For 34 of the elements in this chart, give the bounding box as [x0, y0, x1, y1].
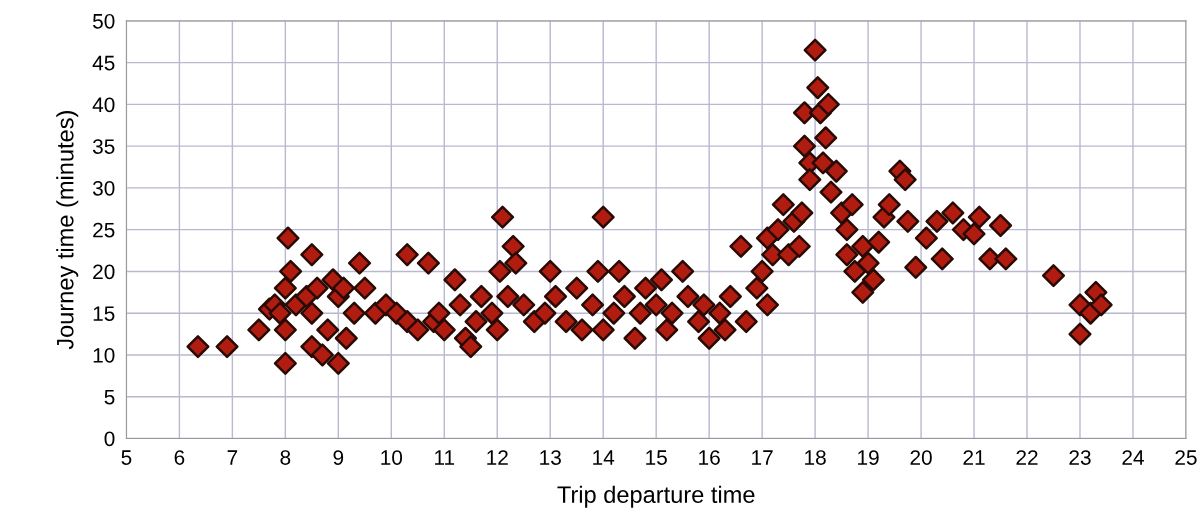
x-tick-label: 6 [174, 450, 185, 465]
y-tick-label: 25 [93, 222, 115, 238]
y-tick-label: 40 [92, 97, 115, 113]
x-tick-label: 8 [280, 450, 291, 465]
y-tick-label: 35 [92, 139, 115, 154]
y-tick-label: 30 [92, 180, 115, 196]
x-tick-label: 10 [381, 450, 403, 465]
x-tick-label: 15 [646, 450, 667, 465]
x-tick-label: 5 [121, 450, 132, 465]
x-tick-label: 19 [858, 450, 879, 465]
y-tick-label: 50 [92, 13, 115, 29]
y-tick-label: 15 [93, 306, 115, 321]
x-tick-label: 18 [805, 450, 826, 465]
y-tick-label: 5 [104, 389, 115, 405]
x-tick-label: 11 [435, 450, 455, 465]
x-tick-label: 25 [1175, 450, 1197, 465]
x-tick-label: 16 [699, 450, 720, 465]
x-tick-label: 20 [910, 450, 932, 465]
x-tick-label: 7 [227, 450, 238, 465]
x-tick-label: 22 [1016, 450, 1038, 465]
x-tick-label: 13 [540, 450, 561, 465]
y-tick-label: 45 [92, 55, 115, 71]
x-tick-label: 9 [333, 450, 344, 465]
x-tick-label: 23 [1069, 450, 1091, 465]
x-tick-label: 17 [752, 450, 773, 465]
x-tick-label: 12 [487, 450, 508, 465]
x-tick-label: 24 [1122, 450, 1144, 465]
y-tick-label: 10 [93, 347, 115, 363]
x-tick-label: 14 [593, 450, 615, 465]
x-axis-title: Trip departure time [557, 485, 755, 508]
y-tick-label: 20 [93, 264, 115, 280]
y-axis-title: Journey time (minutes) [56, 111, 79, 350]
x-tick-label: 21 [963, 450, 985, 465]
y-tick-label: 0 [104, 431, 115, 447]
